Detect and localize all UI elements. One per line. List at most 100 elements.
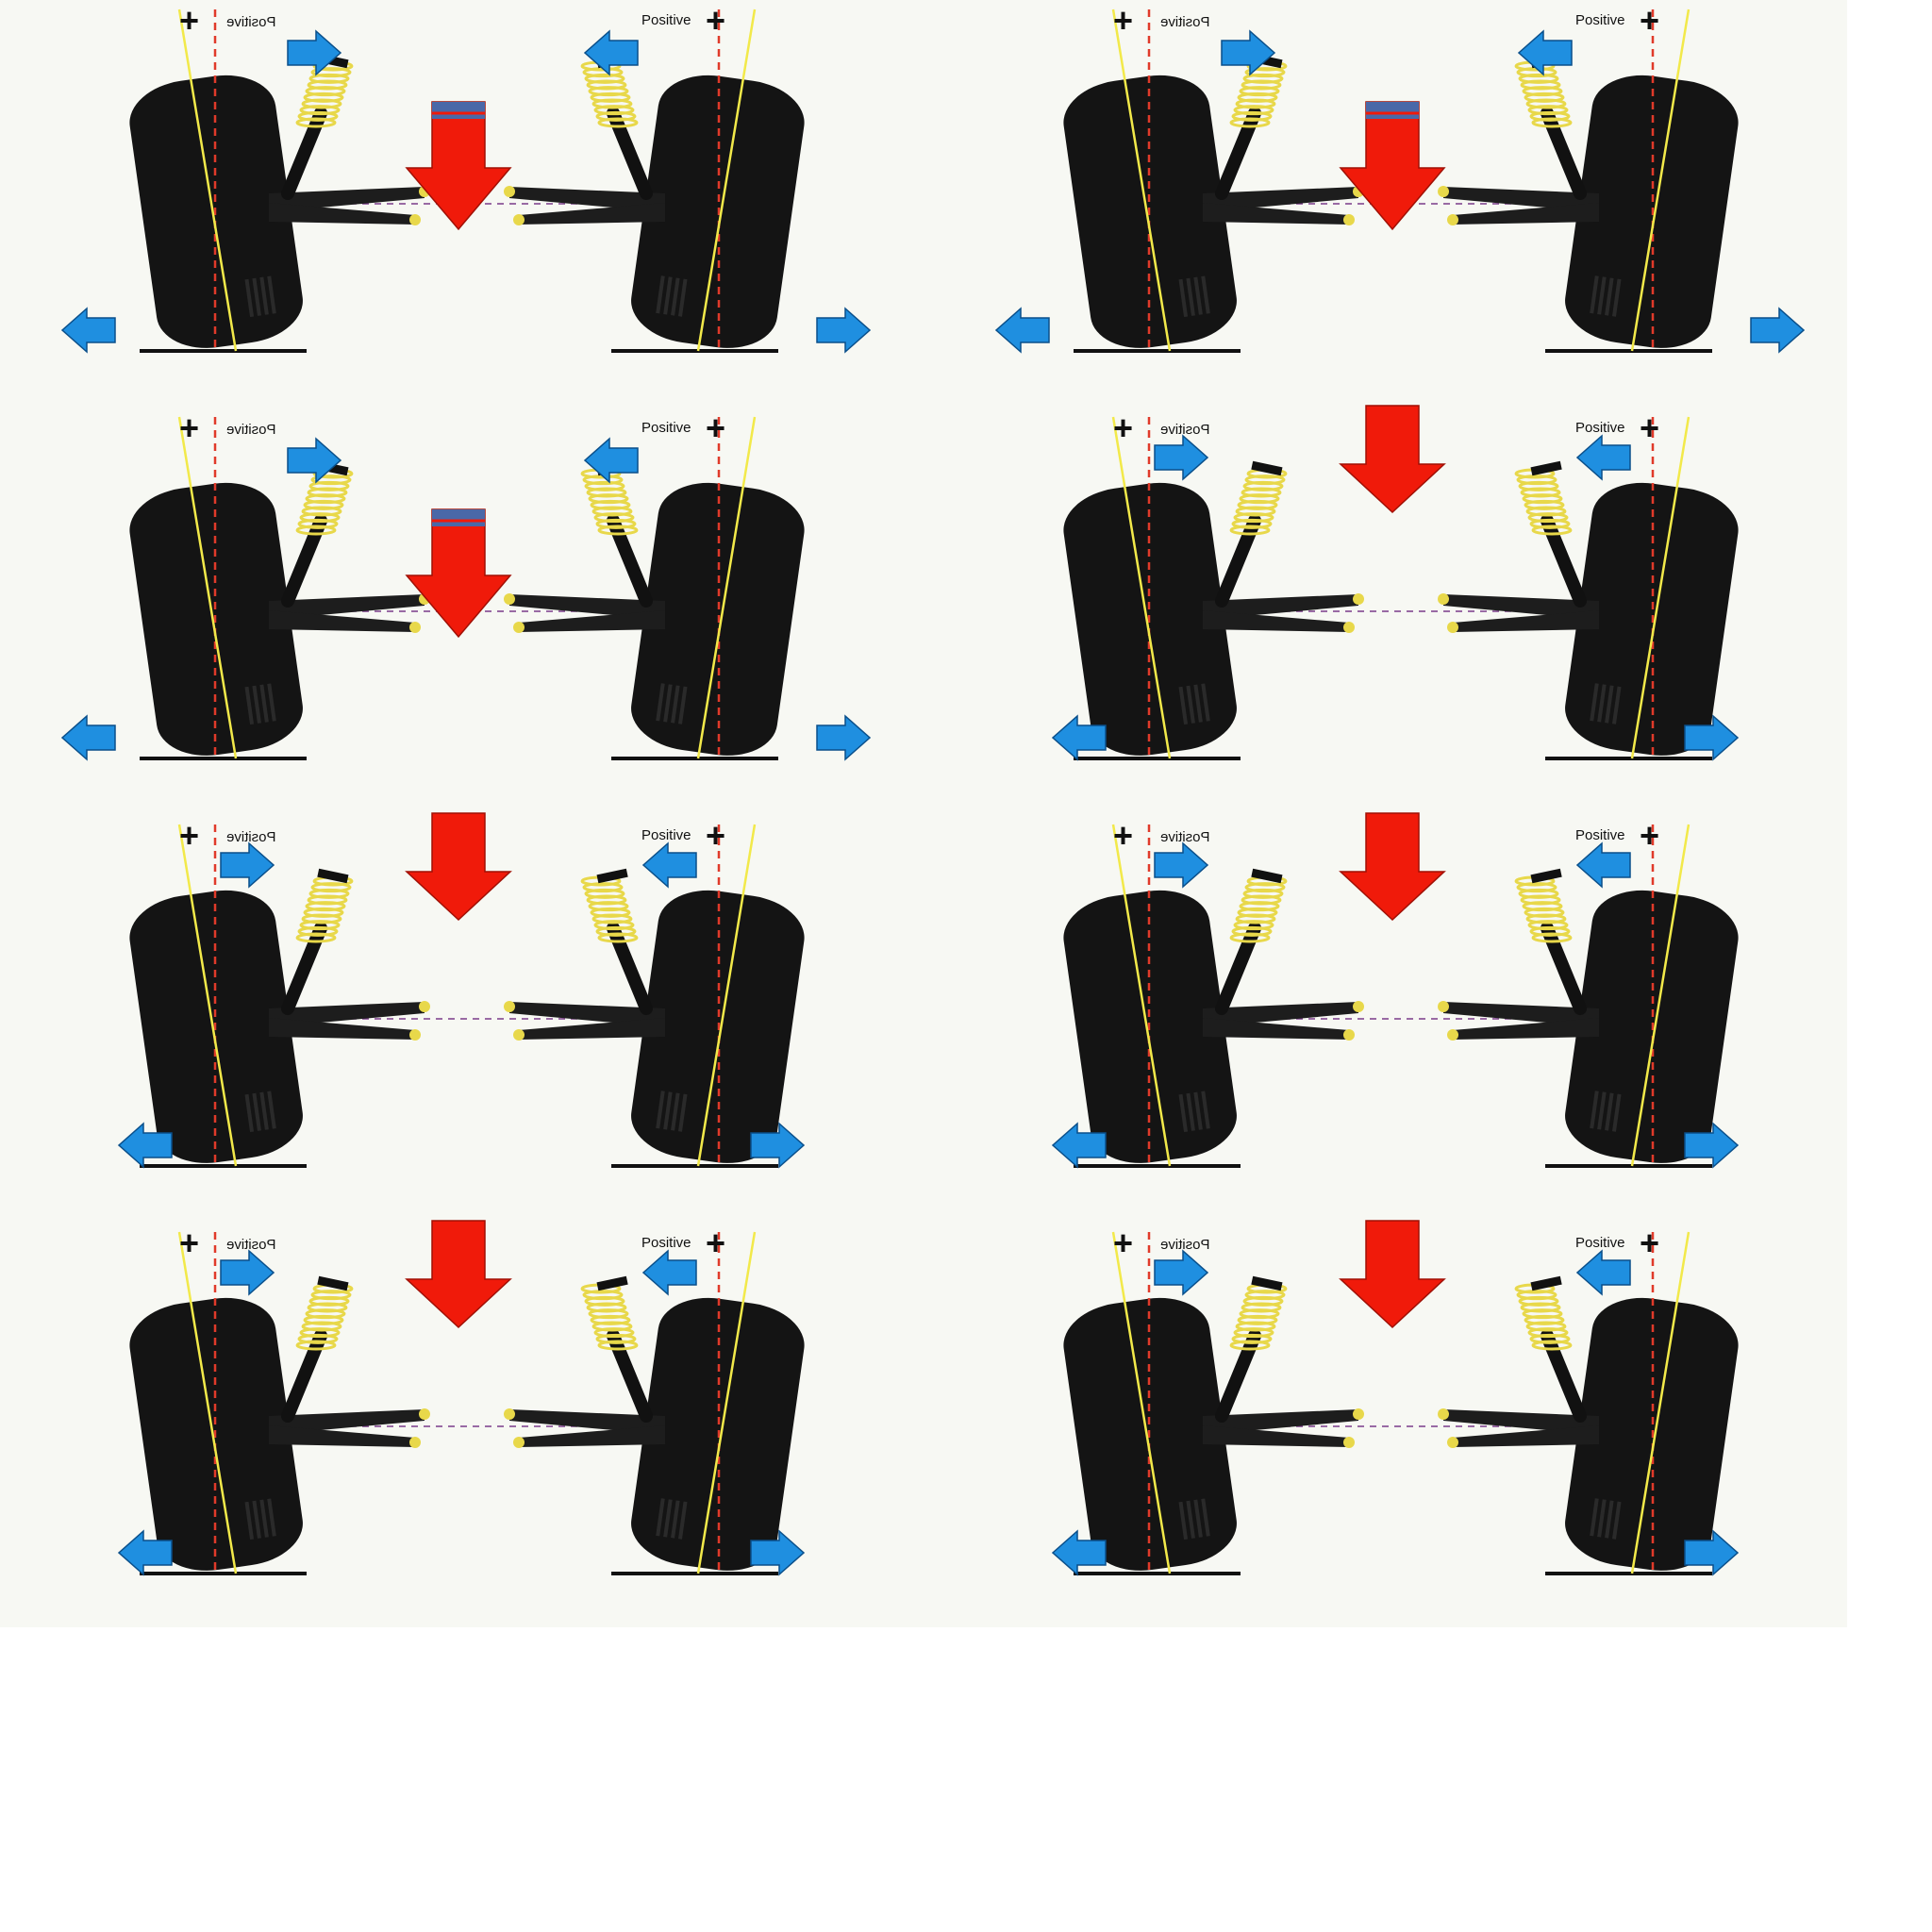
right-spring — [580, 60, 639, 128]
load-arrow — [1339, 405, 1446, 514]
bottom-left-lateral-arrow — [60, 714, 116, 761]
right-plus-sign: + — [706, 408, 726, 447]
frame-5-drawing — [117, 812, 806, 1169]
frame-4: + Positive Positive + — [934, 405, 1868, 813]
left-plus-sign: + — [1113, 1, 1134, 40]
left-positive-label: Positive — [1160, 422, 1210, 438]
right-plus-sign: + — [1640, 816, 1660, 855]
load-arrow — [405, 1220, 512, 1329]
right-positive-label: Positive — [641, 12, 691, 28]
left-lower-arm — [1203, 1002, 1358, 1027]
frame-7-drawing — [117, 1220, 806, 1576]
right-lower-arm — [509, 1409, 665, 1435]
right-plus-sign: + — [1640, 1224, 1660, 1262]
top-right-lateral-arrow — [583, 437, 639, 484]
bottom-left-lateral-arrow — [117, 1529, 173, 1576]
bottom-right-lateral-arrow — [1750, 307, 1806, 354]
right-spring — [580, 1283, 639, 1351]
right-camber-line — [1630, 824, 1690, 1167]
right-camber-line — [1630, 8, 1690, 352]
right-lower-arm — [1443, 187, 1599, 212]
left-lower-arm — [1203, 187, 1358, 212]
left-plus-sign: + — [179, 408, 200, 447]
frame-6-drawing — [1051, 812, 1740, 1169]
bottom-right-lateral-arrow — [1684, 1529, 1740, 1576]
right-lower-arm — [1443, 1002, 1599, 1027]
right-camber-line — [1630, 416, 1690, 759]
frame-8-drawing — [1051, 1220, 1740, 1576]
left-spring — [295, 1283, 354, 1351]
right-spring — [1514, 875, 1573, 943]
bottom-right-lateral-arrow — [816, 307, 872, 354]
top-right-lateral-arrow — [641, 841, 697, 889]
left-positive-label: Positive — [226, 1237, 276, 1253]
left-lower-arm — [1203, 594, 1358, 620]
frame-1: + Positive Positive + — [0, 0, 934, 406]
right-spring — [1514, 468, 1573, 536]
left-camber-line — [177, 8, 238, 352]
left-spring — [1229, 1283, 1288, 1351]
right-camber-line — [696, 416, 757, 759]
left-spring — [295, 468, 354, 536]
left-lower-arm — [269, 594, 425, 620]
load-arrow — [405, 812, 512, 922]
left-plus-sign: + — [1113, 1224, 1134, 1262]
right-plus-sign: + — [1640, 408, 1660, 447]
right-positive-label: Positive — [641, 420, 691, 436]
right-lower-arm — [1443, 1409, 1599, 1435]
frame-1-drawing — [60, 8, 872, 354]
top-right-lateral-arrow — [1575, 434, 1631, 481]
top-right-lateral-arrow — [1575, 841, 1631, 889]
bottom-right-lateral-arrow — [1684, 1122, 1740, 1169]
top-left-lateral-arrow — [1154, 1249, 1209, 1296]
left-camber-line — [1111, 8, 1172, 352]
left-spring — [1229, 468, 1288, 536]
top-left-lateral-arrow — [1154, 434, 1209, 481]
left-positive-label: Positive — [226, 829, 276, 845]
top-left-lateral-arrow — [287, 29, 342, 76]
bottom-left-lateral-arrow — [117, 1122, 173, 1169]
left-positive-label: Positive — [1160, 1237, 1210, 1253]
top-right-lateral-arrow — [1517, 29, 1573, 76]
left-positive-label: Positive — [226, 14, 276, 30]
left-camber-line — [177, 1231, 238, 1574]
right-lower-arm — [1443, 594, 1599, 620]
right-positive-label: Positive — [1575, 827, 1625, 843]
left-plus-sign: + — [1113, 816, 1134, 855]
left-spring — [1229, 60, 1288, 128]
left-plus-sign: + — [179, 816, 200, 855]
right-lower-arm — [509, 594, 665, 620]
top-right-lateral-arrow — [641, 1249, 697, 1296]
right-spring — [580, 875, 639, 943]
frame-7: + Positive Positive + — [0, 1220, 934, 1628]
load-arrow — [405, 101, 512, 231]
right-positive-label: Positive — [1575, 1235, 1625, 1251]
right-positive-label: Positive — [1575, 12, 1625, 28]
load-arrow — [1339, 1220, 1446, 1329]
right-camber-line — [696, 8, 757, 352]
left-positive-label: Positive — [1160, 829, 1210, 845]
left-lower-arm — [1203, 1409, 1358, 1435]
right-positive-label: Positive — [1575, 420, 1625, 436]
frame-5: + Positive Positive + — [0, 812, 934, 1221]
frame-2: + Positive Positive + — [934, 0, 1868, 406]
bottom-right-lateral-arrow — [816, 714, 872, 761]
right-lower-arm — [509, 187, 665, 212]
right-lower-arm — [509, 1002, 665, 1027]
right-spring — [1514, 60, 1573, 128]
frame-3: + Positive Positive + — [0, 408, 934, 813]
frame-4-drawing — [1051, 405, 1740, 761]
load-arrow — [1339, 812, 1446, 922]
bottom-left-lateral-arrow — [1051, 1529, 1107, 1576]
left-plus-sign: + — [1113, 408, 1134, 447]
right-spring — [1514, 1283, 1573, 1351]
left-positive-label: Positive — [1160, 14, 1210, 30]
left-camber-line — [1111, 416, 1172, 759]
load-arrow — [405, 508, 512, 639]
right-camber-line — [696, 824, 757, 1167]
bottom-left-lateral-arrow — [994, 307, 1050, 354]
top-right-lateral-arrow — [583, 29, 639, 76]
right-plus-sign: + — [706, 1, 726, 40]
left-camber-line — [1111, 824, 1172, 1167]
right-plus-sign: + — [706, 1224, 726, 1262]
